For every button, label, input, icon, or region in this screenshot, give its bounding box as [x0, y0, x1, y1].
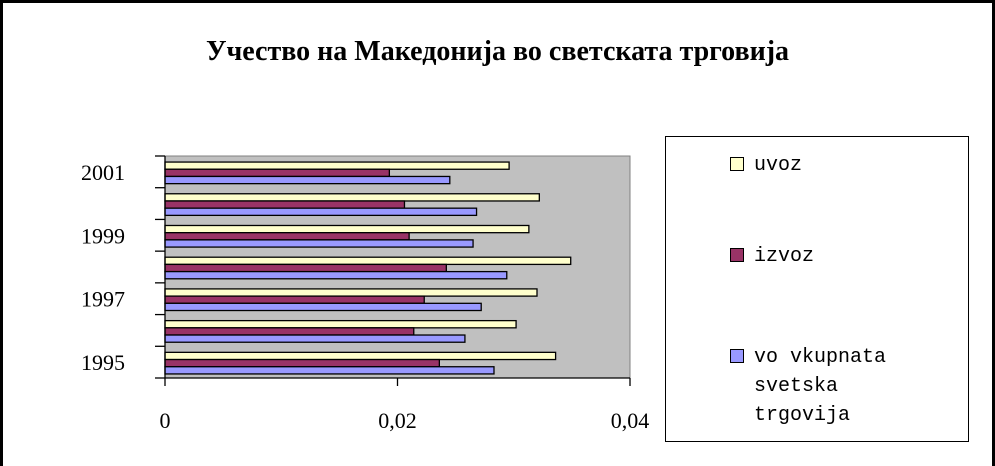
- bar-1998-vo-vkupnata: [164, 270, 508, 280]
- bar-1995-vo-vkupnata: [164, 366, 495, 375]
- legend-label-izvoz: izvoz: [754, 245, 815, 268]
- bar-1996-uvoz: [164, 319, 517, 329]
- chart-title: Учество на Македонија во светската тргов…: [205, 36, 790, 67]
- bar-2000-izvoz: [164, 200, 406, 209]
- legend-swatch-izvoz: [730, 248, 744, 262]
- bar-1997-uvoz: [164, 288, 538, 297]
- y-tick-label-1995: 1995: [81, 350, 125, 375]
- bar-1997-izvoz: [164, 295, 425, 304]
- bar-1999-izvoz: [164, 232, 410, 241]
- bar-1996-izvoz: [164, 327, 415, 336]
- bar-2001-izvoz: [164, 168, 391, 178]
- legend-swatch-vo-vkupnata: [730, 349, 744, 363]
- bar-1999-uvoz: [164, 224, 530, 234]
- bar-1995-izvoz: [164, 358, 441, 368]
- x-tick-label-0: 0: [160, 408, 171, 433]
- y-tick-label-1999: 1999: [81, 223, 125, 248]
- bar-1995-uvoz: [164, 351, 557, 361]
- bar-2000-vo-vkupnata: [164, 207, 478, 217]
- bar-1999-vo-vkupnata: [164, 239, 474, 248]
- bar-1998-uvoz: [164, 256, 572, 266]
- bar-1997-vo-vkupnata: [164, 302, 482, 312]
- bar-2000-uvoz: [164, 193, 540, 202]
- legend-label-uvoz: uvoz: [754, 154, 803, 177]
- bar-1998-izvoz: [164, 263, 447, 273]
- x-tick-label-2: 0,04: [611, 408, 650, 433]
- y-tick-label-1997: 1997: [81, 287, 125, 312]
- y-tick-label-2001: 2001: [81, 160, 125, 185]
- bar-2001-uvoz: [164, 161, 510, 170]
- bar-1996-vo-vkupnata: [164, 334, 466, 343]
- x-tick-label-1: 0,02: [378, 408, 417, 433]
- legend-swatch-uvoz: [730, 157, 744, 171]
- legend-label-vo-vkupnata: vo vkupnata svetska trgovija: [754, 346, 887, 427]
- bar-2001-vo-vkupnata: [164, 175, 451, 185]
- legend: uvoz izvoz vo vkupnata svetska trgovija: [665, 136, 969, 442]
